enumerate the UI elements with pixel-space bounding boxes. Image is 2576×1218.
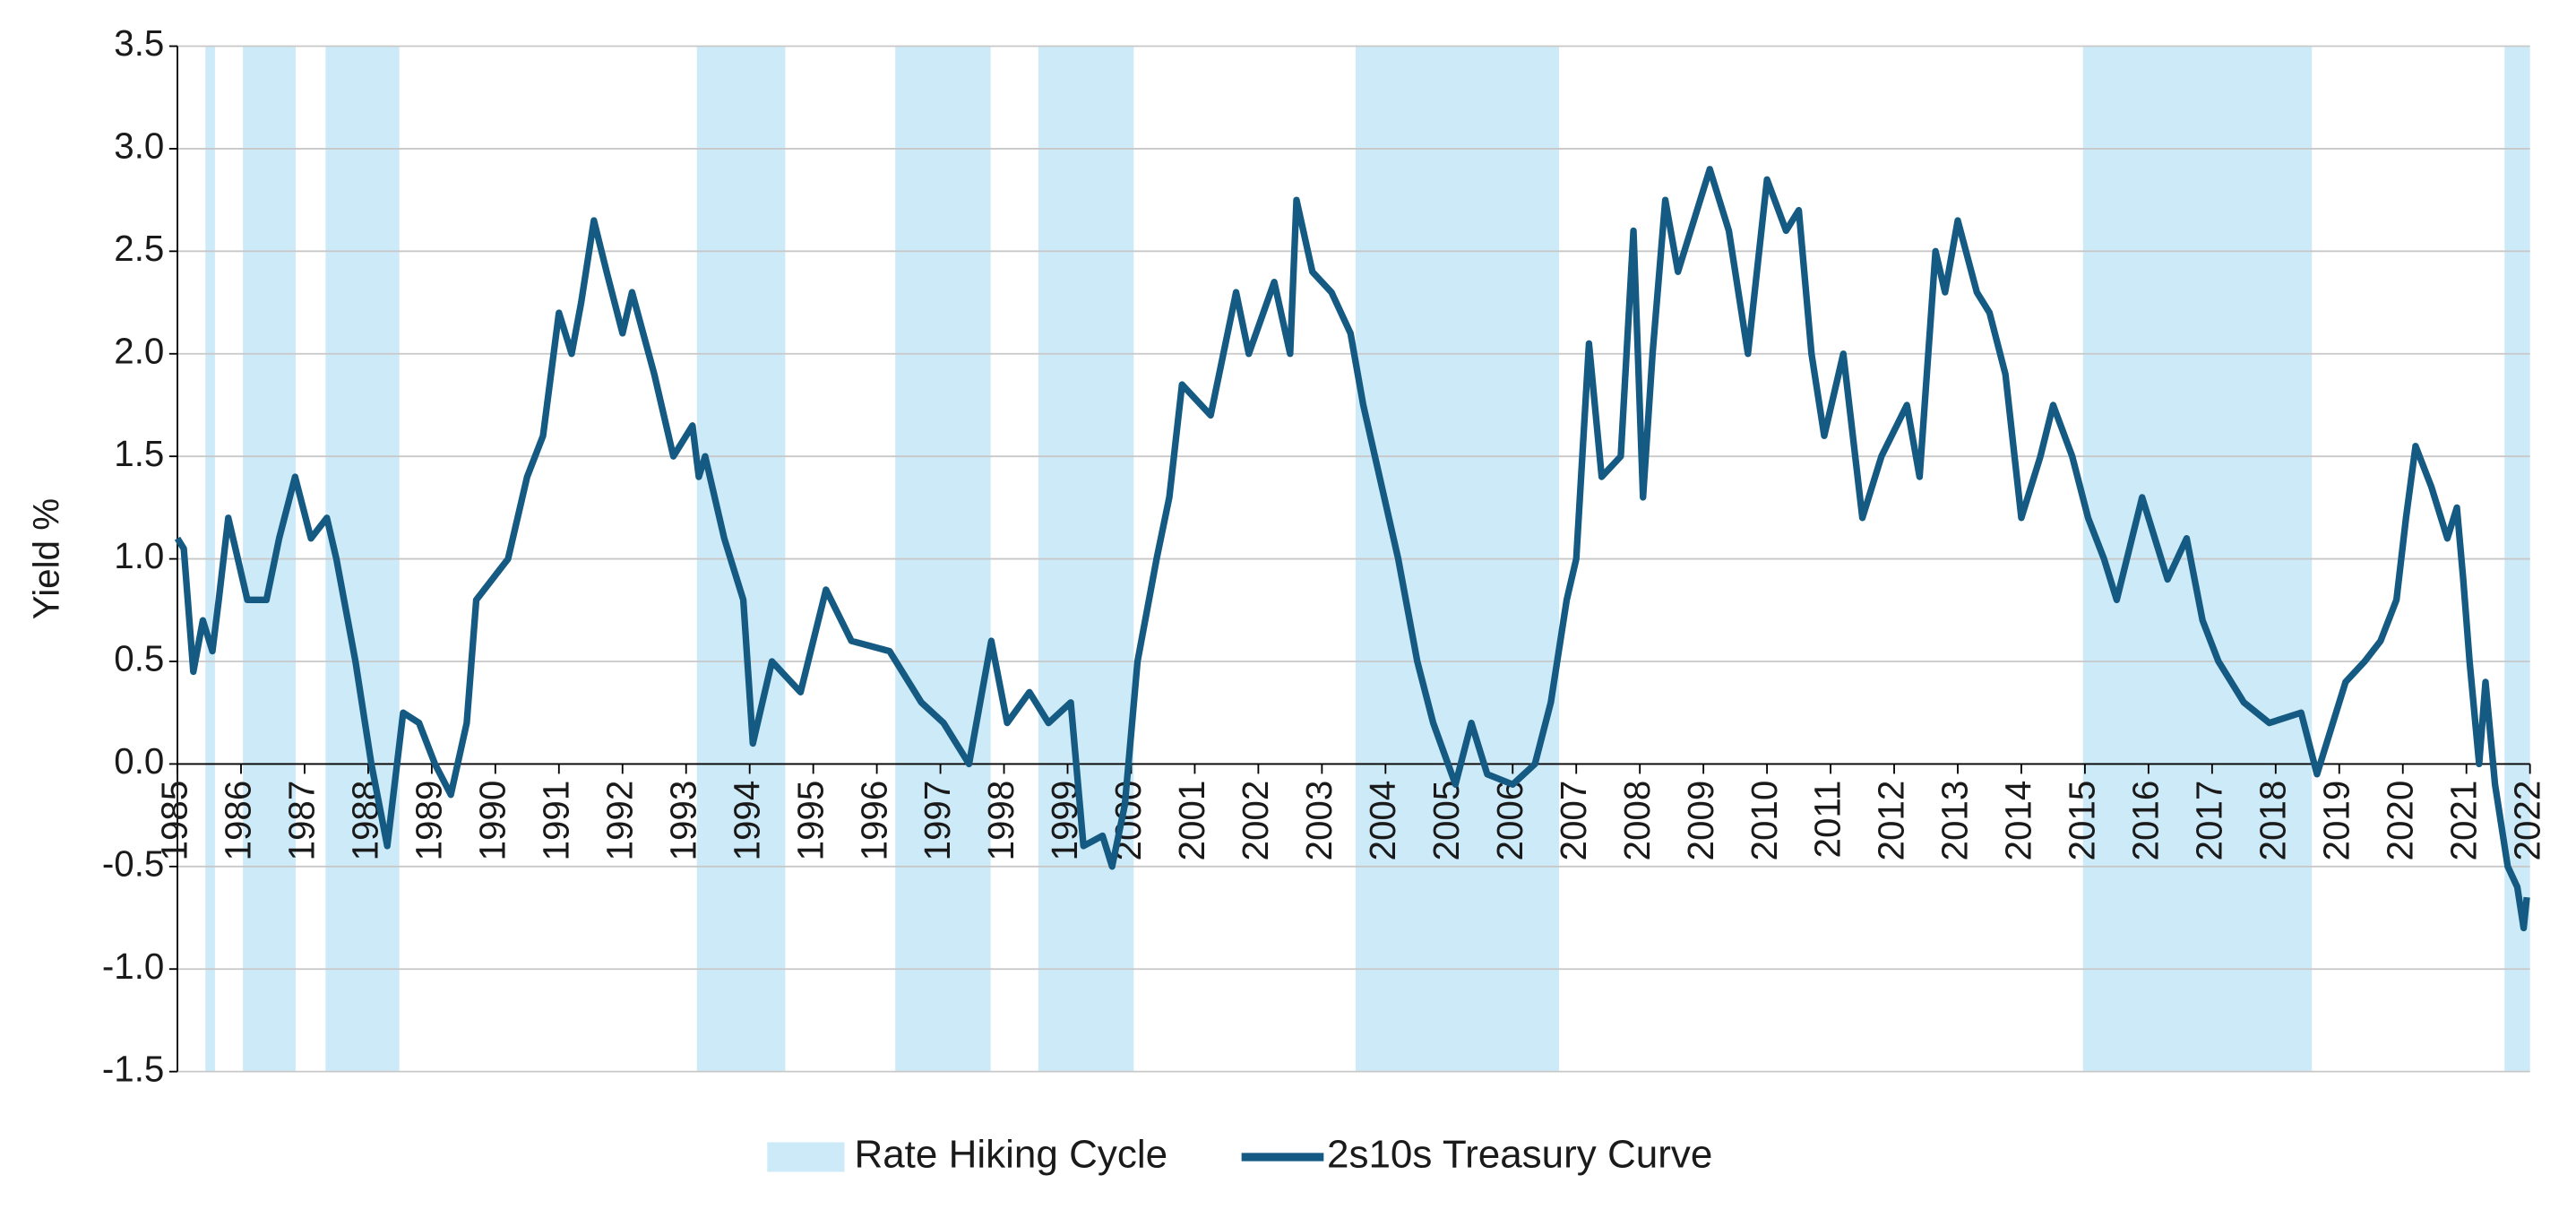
x-tick-label: 2013 [1934,781,1976,861]
y-tick-label: 3.5 [114,22,164,64]
x-tick-label: 1985 [154,781,195,861]
y-tick-label: 3.0 [114,125,164,167]
legend-swatch [767,1142,845,1172]
y-tick-label: 2.0 [114,330,164,371]
x-tick-label: 1998 [980,781,1021,861]
x-tick-label: 2012 [1871,781,1912,861]
x-tick-label: 1994 [726,781,767,861]
y-tick-label: 1.5 [114,433,164,474]
x-tick-label: 2017 [2189,781,2230,861]
y-tick-label: 0.5 [114,638,164,679]
y-tick-label: -0.5 [102,842,165,884]
x-tick-label: 1992 [599,781,640,861]
x-tick-label: 1991 [535,781,576,861]
x-tick-label: 2019 [2315,781,2356,861]
x-tick-label: 2005 [1426,781,1467,861]
x-tick-label: 2010 [1744,781,1785,861]
y-axis-label: Yield % [26,498,67,619]
y-tick-label: 1.0 [114,535,164,576]
y-tick-label: -1.5 [102,1048,165,1089]
x-tick-label: 1996 [853,781,894,861]
x-tick-label: 2015 [2062,781,2103,861]
x-tick-label: 1986 [218,781,259,861]
x-tick-label: 2002 [1235,781,1276,861]
legend-label: Rate Hiking Cycle [854,1133,1167,1177]
x-tick-label: 2003 [1298,781,1340,861]
x-tick-label: 2007 [1553,781,1594,861]
y-tick-label: 0.0 [114,740,164,782]
x-tick-label: 2016 [2125,781,2167,861]
x-tick-label: 1997 [917,781,958,861]
x-tick-label: 2006 [1489,781,1530,861]
x-tick-label: 2020 [2379,781,2420,861]
x-tick-label: 2009 [1680,781,1721,861]
x-tick-label: 2004 [1362,781,1403,861]
x-tick-label: 2021 [2442,781,2484,861]
y-tick-label: 2.5 [114,228,164,269]
x-tick-label: 1995 [789,781,831,861]
legend-label: 2s10s Treasury Curve [1327,1133,1712,1177]
x-tick-label: 1993 [662,781,703,861]
x-tick-label: 2022 [2506,781,2547,861]
x-tick-label: 2001 [1171,781,1212,861]
x-tick-label: 1987 [281,781,323,861]
x-tick-label: 2018 [2252,781,2293,861]
series-line [174,166,2530,932]
x-tick-label: 2008 [1616,781,1658,861]
y-tick-label: -1.0 [102,946,165,987]
x-tick-label: 2014 [1998,781,2039,861]
x-tick-label: 1989 [409,781,450,861]
x-tick-label: 1990 [471,781,513,861]
x-tick-label: 2011 [1807,781,1848,859]
